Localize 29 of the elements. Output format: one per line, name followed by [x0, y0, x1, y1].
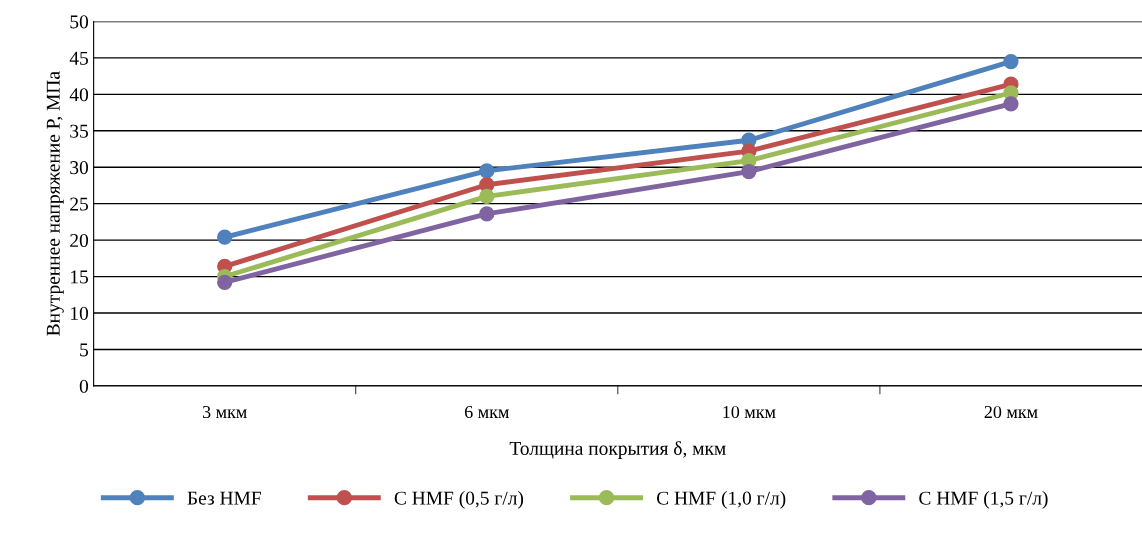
point — [1003, 96, 1019, 112]
y-tick-label: 10 — [71, 306, 89, 320]
x-tick-label: 6 мкм — [464, 405, 509, 419]
y-tick-label: 45 — [69, 51, 89, 65]
y-tick-label: 0 — [79, 379, 89, 393]
y-tick-label: 20 — [70, 233, 89, 248]
point — [1003, 53, 1019, 70]
point — [217, 274, 233, 291]
point — [479, 188, 495, 205]
legend-label: Без HMF — [187, 491, 261, 505]
y-tick-label: 25 — [70, 197, 89, 211]
y-tick-label: 5 — [80, 343, 89, 357]
x-axis-title: Толщина покрытия δ, мкм — [509, 441, 726, 459]
legend-label: С HMF (0,5 г/л) — [394, 491, 524, 509]
y-tick-label: 35 — [70, 124, 89, 138]
x-tick-label: 3 мкм — [202, 405, 247, 419]
x-tick-label: 20 мкм — [984, 405, 1038, 419]
y-axis-title: Внутреннее напряжение P, МПа — [46, 71, 64, 336]
legend-label: С HMF (1,5 г/л) — [919, 491, 1048, 509]
point — [479, 163, 495, 179]
y-tick-label: 15 — [71, 270, 89, 284]
y-tick-label: 50 — [70, 15, 89, 29]
legend-label: С HMF (1,0 г/л) — [656, 491, 786, 509]
point — [741, 163, 757, 180]
point — [217, 229, 233, 245]
point — [479, 206, 495, 222]
x-tick-label: 10 мкм — [723, 405, 776, 419]
y-tick-label: 40 — [69, 88, 89, 102]
y-tick-label: 30 — [70, 161, 89, 175]
